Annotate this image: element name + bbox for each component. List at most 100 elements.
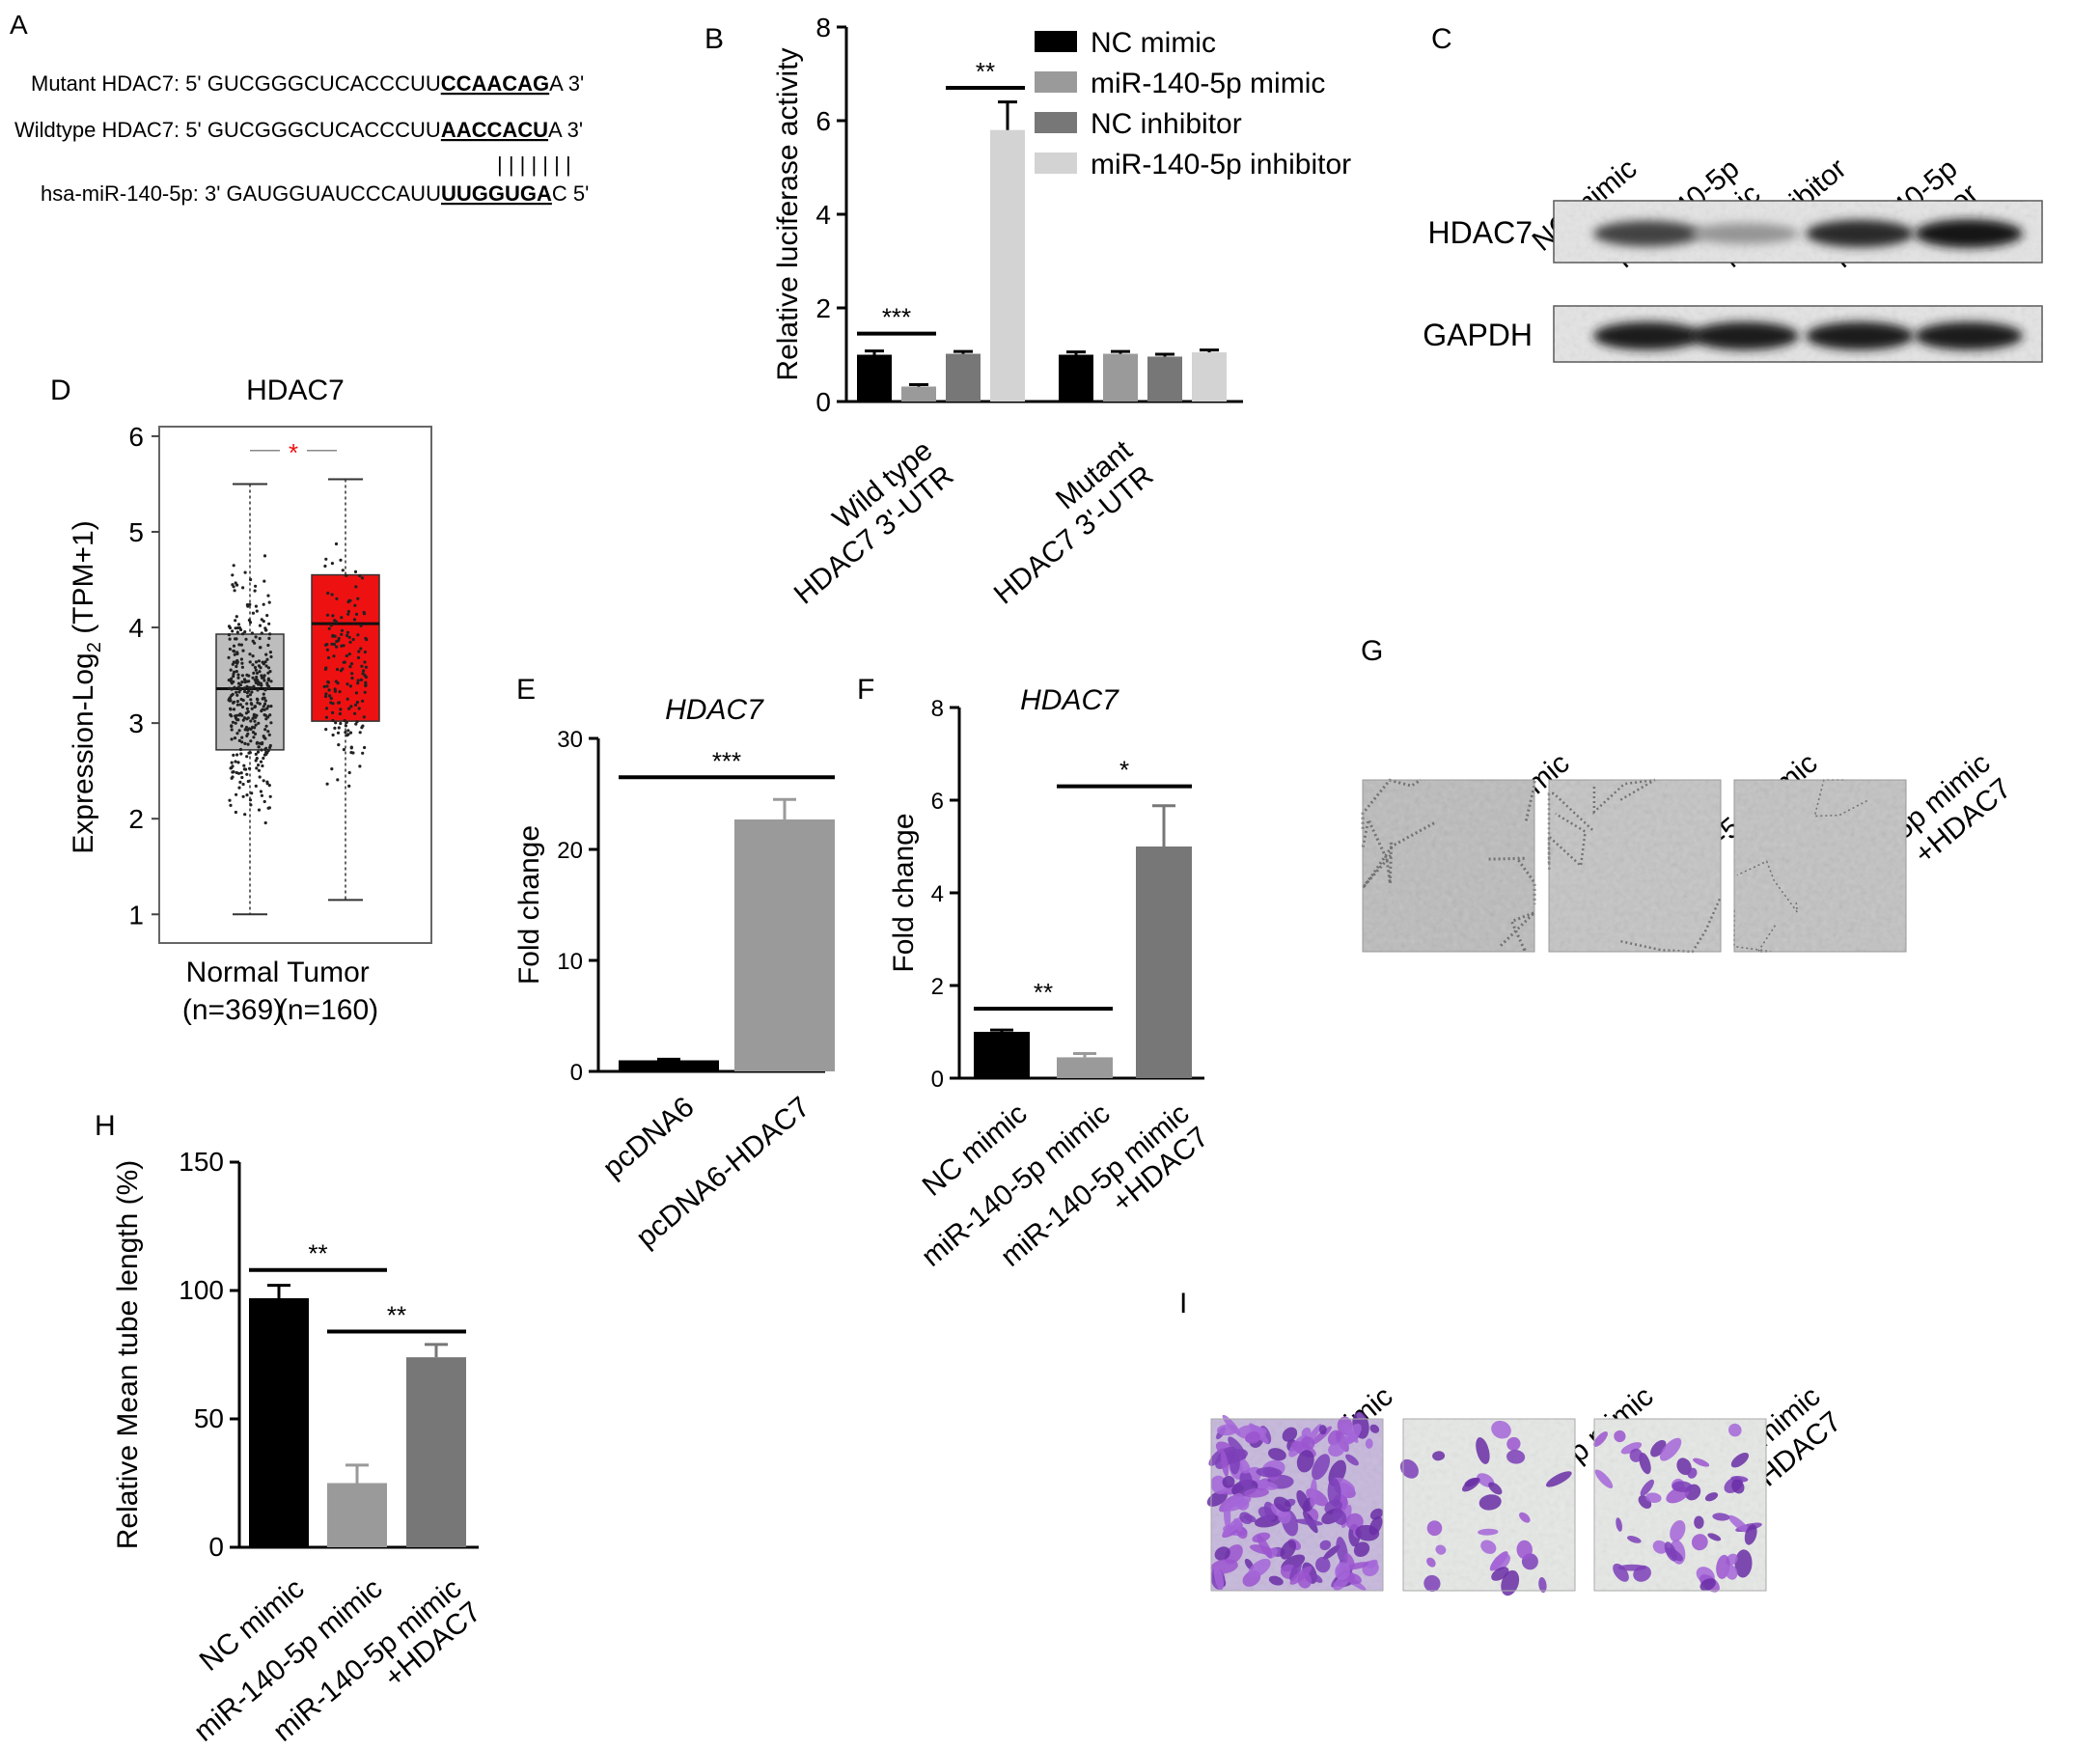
data-point [261,660,264,664]
data-point [263,688,267,692]
stained-cell [1432,1451,1446,1461]
bar [249,1297,309,1547]
stained-cell [1613,1563,1629,1582]
data-point [229,707,233,710]
y-axis-label: Fold change [513,825,545,985]
data-point [241,698,245,703]
y-axis-label-subscript: 2 [84,642,105,652]
stained-cell [1478,1528,1499,1536]
data-point [254,604,258,608]
data-point [266,677,270,680]
data-point [329,624,333,627]
bar [619,1060,719,1071]
seq-site: AACCACU [441,118,548,142]
stained-cell [1488,1482,1503,1495]
blot-strip [1553,305,2043,363]
data-point [336,731,341,735]
stained-cell [1257,1506,1276,1521]
data-point [333,689,337,693]
seq-line-mirna: hsa-miR-140-5p: 3' GAUGGUAUCCCAUUUUGGUGA… [41,181,589,206]
data-point [240,724,244,728]
panel-label-i: I [1179,1288,1187,1319]
data-point [235,583,239,587]
data-point [325,613,330,617]
data-point [255,675,259,680]
data-point [231,770,235,774]
data-point [266,666,271,670]
data-point [228,637,232,641]
data-point [343,719,346,723]
data-point [255,766,259,770]
data-point [333,726,337,731]
data-point [333,619,337,623]
data-point [240,740,244,744]
data-point [254,660,259,664]
blot-band [1915,219,2023,248]
data-point [239,643,243,647]
data-point [346,600,350,604]
data-point [248,798,253,802]
data-point [345,697,349,701]
data-point [260,674,263,678]
data-point [360,664,364,668]
micrograph-texture [1734,780,1906,952]
data-point [264,724,268,728]
seq-prefix: Mutant HDAC7: 5' GUCGGGCUCACCCUU [31,71,441,96]
x-tick-label: Tumor [287,957,370,988]
data-point [266,730,270,734]
data-point [261,697,264,701]
data-point [347,770,351,775]
data-point [348,684,352,688]
data-point [345,630,350,634]
data-point [325,782,329,786]
data-point [250,791,254,795]
y-axis-label: Fold change [888,813,920,972]
data-point [236,685,240,689]
y-tick-label: 100 [179,1275,224,1305]
data-point [340,616,344,620]
data-point [237,625,242,630]
data-point [355,700,359,705]
data-point [355,720,359,724]
data-point [325,684,329,688]
data-point [268,794,272,798]
stained-cell [1426,1557,1436,1568]
stained-cell [1659,1437,1682,1461]
data-point [247,618,251,623]
data-point [242,686,246,690]
data-point [345,720,348,725]
blot-band [1915,321,2023,350]
data-point [267,636,271,641]
data-point [227,633,231,637]
stained-cell [1730,1452,1750,1468]
stained-cell [1704,1492,1719,1502]
y-tick-label: 4 [815,200,831,230]
data-point [361,672,365,676]
stained-cell [1367,1559,1378,1569]
data-point [332,654,336,658]
data-point [249,803,253,807]
stained-cell [1216,1424,1238,1436]
data-point [254,752,258,757]
stained-cell [1311,1426,1333,1446]
blot-band [1691,321,1799,350]
data-point [356,597,360,600]
data-point [254,723,258,727]
stained-cell [1251,1480,1279,1490]
data-point [228,686,232,690]
stained-cell [1344,1553,1355,1569]
data-point [348,640,352,644]
data-point [353,711,357,715]
data-point [254,584,258,588]
y-tick-label: 50 [194,1403,224,1433]
data-point [262,756,265,761]
data-point [234,760,237,763]
data-point [348,665,352,669]
data-point [347,784,351,789]
data-point [237,738,241,743]
data-point [245,793,249,797]
data-point [263,747,267,752]
significance-marker: ** [308,1239,327,1268]
stained-cell [1243,1513,1257,1523]
